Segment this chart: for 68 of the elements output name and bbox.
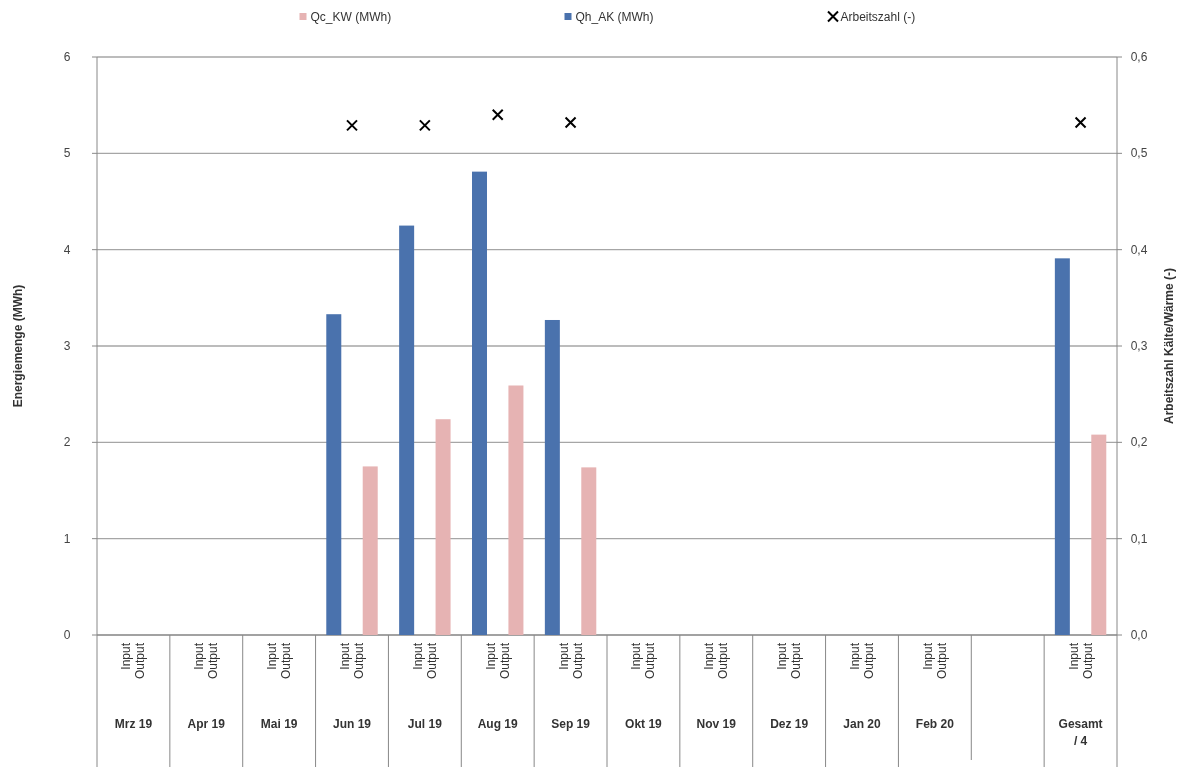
y-axis-title: Energiemenge (MWh): [11, 284, 25, 408]
text: Output: [352, 643, 366, 680]
text: Input: [410, 643, 425, 670]
y-tick-label: 4: [63, 242, 71, 257]
y-tick-label: 6: [63, 50, 71, 64]
bar: [472, 171, 487, 635]
x-tick-label: Nov 19: [696, 717, 737, 731]
text: Output: [424, 643, 439, 680]
text: Output: [934, 643, 949, 680]
x-tick-label: Jul 19: [407, 717, 443, 731]
text: Input: [848, 643, 862, 670]
bar: [399, 225, 415, 635]
y-tick-label: 1: [63, 531, 71, 546]
text: Output: [1080, 643, 1095, 680]
y2-tick-label: 0,0: [1130, 628, 1148, 642]
text: Output: [789, 643, 804, 680]
y2-tick-label: 0,6: [1130, 50, 1148, 64]
y-tick-label: 3: [63, 339, 71, 353]
y-tick-label: 2: [63, 435, 71, 450]
y2-tick-label: 0,5: [1130, 146, 1148, 161]
text: Input: [119, 642, 134, 670]
text: Input: [483, 643, 498, 670]
text: Input: [265, 643, 280, 670]
x-tick-label: Gesamt / 4: [1058, 717, 1103, 748]
bar: [544, 319, 560, 635]
y-tick-label: 5: [63, 146, 71, 161]
y2-tick-label: 0,2: [1130, 435, 1148, 450]
x-tick-label: Dez 19: [770, 717, 809, 731]
x-tick-label: Sep 19: [551, 717, 591, 731]
bar: [508, 385, 524, 635]
bar: [326, 314, 342, 635]
text: Output: [279, 643, 294, 680]
y-tick-label: 0: [63, 628, 71, 642]
text: Input: [192, 643, 207, 670]
bar: [435, 419, 451, 635]
x-tick-label: Apr 19: [187, 717, 226, 731]
x-tick-label: Feb 20: [915, 717, 955, 731]
text: Output: [862, 643, 876, 680]
text: Input: [920, 643, 935, 670]
legend-label: Arbeitszahl (-): [840, 10, 916, 24]
x-tick-label: Mai 19: [260, 717, 298, 731]
bar: [1054, 258, 1070, 635]
y2-tick-label: 0,3: [1130, 339, 1148, 353]
bar: [1091, 434, 1107, 635]
text: Input: [775, 643, 790, 670]
text: Input: [556, 643, 571, 670]
bar: [581, 467, 597, 635]
x-tick-label: Jan 20: [843, 717, 882, 731]
legend-label: Qc_KW (MWh): [310, 10, 392, 24]
text: Output: [570, 643, 585, 680]
text: Input: [338, 643, 352, 670]
text: Output: [206, 643, 221, 680]
text: Output: [643, 643, 658, 680]
y2-axis-title: Arbeitszahl Kälte/Wärme (-): [1162, 267, 1176, 425]
x-tick-label: Okt 19: [625, 717, 663, 731]
x-tick-label: Mrz 19: [114, 717, 153, 731]
y2-tick-label: 0,1: [1130, 531, 1148, 546]
y2-tick-label: 0,4: [1130, 242, 1148, 257]
text: Input: [629, 643, 644, 670]
text: Input: [702, 643, 717, 670]
bar: [362, 466, 378, 635]
text: Output: [133, 642, 148, 680]
x-tick-label: Jun 19: [332, 717, 372, 731]
text: Output: [716, 643, 731, 680]
text: Output: [497, 643, 512, 680]
x-tick-label: Aug 19: [477, 717, 519, 731]
legend-label: Qh_AK (MWh): [575, 10, 654, 24]
text: Input: [1066, 643, 1081, 670]
